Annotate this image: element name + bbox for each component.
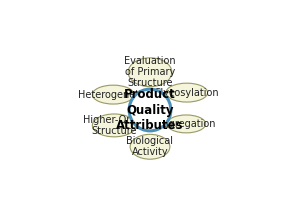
Text: Product
Quality
Attributes: Product Quality Attributes (116, 88, 184, 132)
Text: Aggregation: Aggregation (157, 119, 216, 129)
Text: Heterogeneity: Heterogeneity (78, 90, 148, 100)
Text: Evaluation
of Primary
Structure: Evaluation of Primary Structure (124, 56, 176, 88)
Circle shape (129, 89, 171, 131)
Text: Glycosylation: Glycosylation (154, 88, 220, 98)
Ellipse shape (92, 85, 134, 104)
Ellipse shape (167, 115, 206, 133)
Ellipse shape (130, 134, 170, 159)
Text: Biological
Activity: Biological Activity (127, 136, 173, 157)
Ellipse shape (166, 83, 208, 102)
Ellipse shape (92, 114, 136, 137)
Ellipse shape (128, 58, 172, 87)
Text: Higher-Order
Structure: Higher-Order Structure (82, 115, 146, 136)
